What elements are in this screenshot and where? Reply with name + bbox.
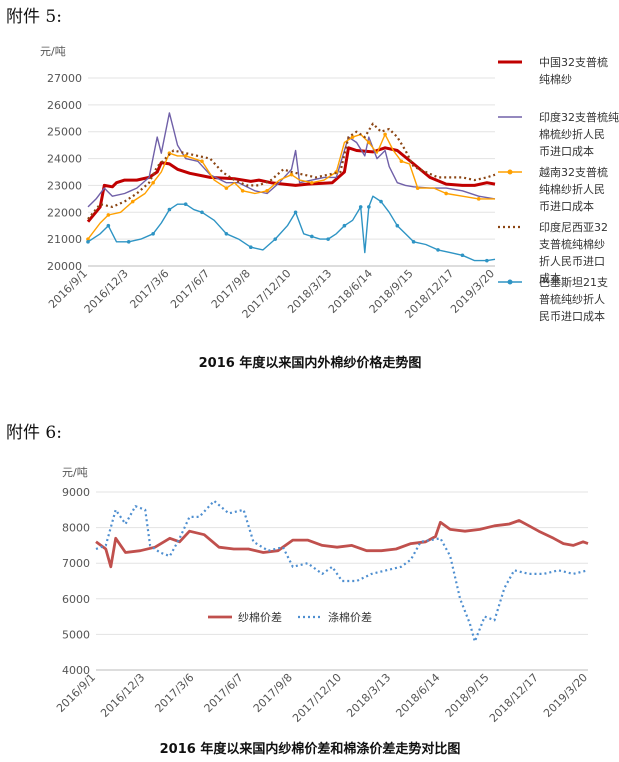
series-point-2 [265,189,269,193]
y-tick-label: 25000 [47,126,82,139]
legend-label: 支普梳纯棉纱 [539,237,605,251]
y-tick-label: 6000 [62,593,90,606]
y-tick-label: 26000 [47,99,82,112]
y-tick-label: 27000 [47,72,82,85]
series-point-2 [130,199,135,204]
legend-label: 越南32支普梳 [539,165,608,179]
x-tick-label: 2017/6/7 [202,671,246,715]
series-point-4 [86,240,90,244]
x-tick-label: 2017/9/8 [251,671,295,715]
series-point-2 [151,180,155,185]
series-line-4 [87,195,496,262]
series-point-2 [240,189,245,193]
x-tick-label: 2018/9/15 [443,671,492,720]
legend-marker-4 [507,279,513,285]
series-point-4 [342,223,347,228]
series-point-2 [367,140,371,145]
x-tick-label: 2018/6/14 [393,671,442,720]
y-tick-label: 7000 [62,557,90,570]
legend-label: 币进口成本 [539,144,594,158]
legend-label: 纯棉纱 [539,72,572,86]
series-point-4 [167,207,172,212]
y-tick-label: 22000 [47,206,82,219]
series-point-4 [367,205,371,209]
series-point-2 [106,213,111,217]
series-point-4 [379,199,383,204]
series-point-4 [326,237,330,241]
attachment-5-label: 附件 5: [6,7,62,27]
y-unit-label: 元/吨 [40,45,66,58]
series-point-2 [224,186,229,190]
x-tick-label: 2016/9/1 [54,671,98,715]
y-tick-label: 8000 [62,522,90,535]
y-unit-label: 元/吨 [62,466,88,479]
series-point-4 [273,237,278,241]
legend-label: 折人民币进口 [539,254,605,268]
series-point-2 [289,172,294,177]
series-point-4 [293,210,298,215]
series-point-4 [151,231,155,236]
series-line-0 [95,519,589,569]
series-point-2 [383,132,387,137]
series-point-4 [460,253,465,258]
series-point-2 [200,159,204,164]
series-point-2 [399,159,404,164]
series-point-2 [476,197,481,201]
series-point-4 [310,234,314,239]
attachment-6-label: 附件 6: [6,423,62,443]
series-point-2 [310,180,314,185]
legend-label: 民币进口成本 [539,309,605,323]
legend-label: 纯棉纱折人民 [539,182,605,196]
x-tick-label: 2017/12/10 [290,671,344,725]
series-line-3 [87,122,496,220]
y-tick-label: 24000 [47,153,82,166]
series-point-4 [200,210,204,215]
x-tick-label: 2017/3/6 [152,671,196,715]
series-point-4 [183,202,188,207]
series-point-4 [224,231,229,236]
legend-label: 涤棉价差 [328,610,372,624]
legend-label: 普梳纯纱折人 [539,292,605,306]
legend-label: 印度32支普梳纯 [539,110,619,124]
chart-title: 2016 年度以来国内纱棉价差和棉涤价差走势对比图 [160,741,461,757]
series-point-2 [444,191,448,196]
series-point-4 [395,223,400,228]
x-tick-label: 2018/12/17 [487,671,541,725]
series-line-0 [86,146,496,223]
cotton-yarn-price-chart: 元/吨 27000 26000 25000 24000 23000 22000 21000 20… [40,45,619,371]
legend-label: 成本 [539,271,561,285]
series-point-4 [249,245,253,249]
series-point-4 [485,258,489,263]
legend-label: 棉梳纱折人民 [539,127,605,141]
chart-title: 2016 年度以来国内外棉纱价格走势图 [199,355,422,371]
x-tick-label: 2016/12/3 [98,671,147,720]
series-line-2 [87,133,495,240]
series-point-2 [183,154,188,158]
y-tick-label: 4000 [62,664,90,677]
legend-label: 币进口成本 [539,199,594,213]
legend-marker-2 [507,169,513,175]
series-point-4 [106,223,111,228]
y-tick-label: 23000 [47,179,82,192]
series-line-1 [87,112,496,208]
x-tick-label: 2019/3/20 [541,671,590,720]
y-tick-label: 5000 [62,628,90,641]
series-point-2 [86,237,90,241]
series-point-4 [411,240,416,244]
series-point-2 [350,135,355,139]
series-point-2 [415,186,420,190]
legend-label: 纱棉价差 [238,610,282,624]
series-point-4 [358,205,363,209]
legend-label: 印度尼西亚32 [539,220,608,234]
series-point-4 [126,240,131,244]
series-line-1 [95,499,589,643]
x-tick-label: 2018/3/13 [344,671,393,720]
legend-label: 中国32支普梳 [539,55,608,69]
series-point-4 [436,248,440,252]
y-tick-label: 9000 [62,486,90,499]
y-tick-label: 20000 [47,260,82,273]
legend-label: 巴基斯坦21支 [539,275,608,289]
y-tick-label: 21000 [47,233,82,246]
